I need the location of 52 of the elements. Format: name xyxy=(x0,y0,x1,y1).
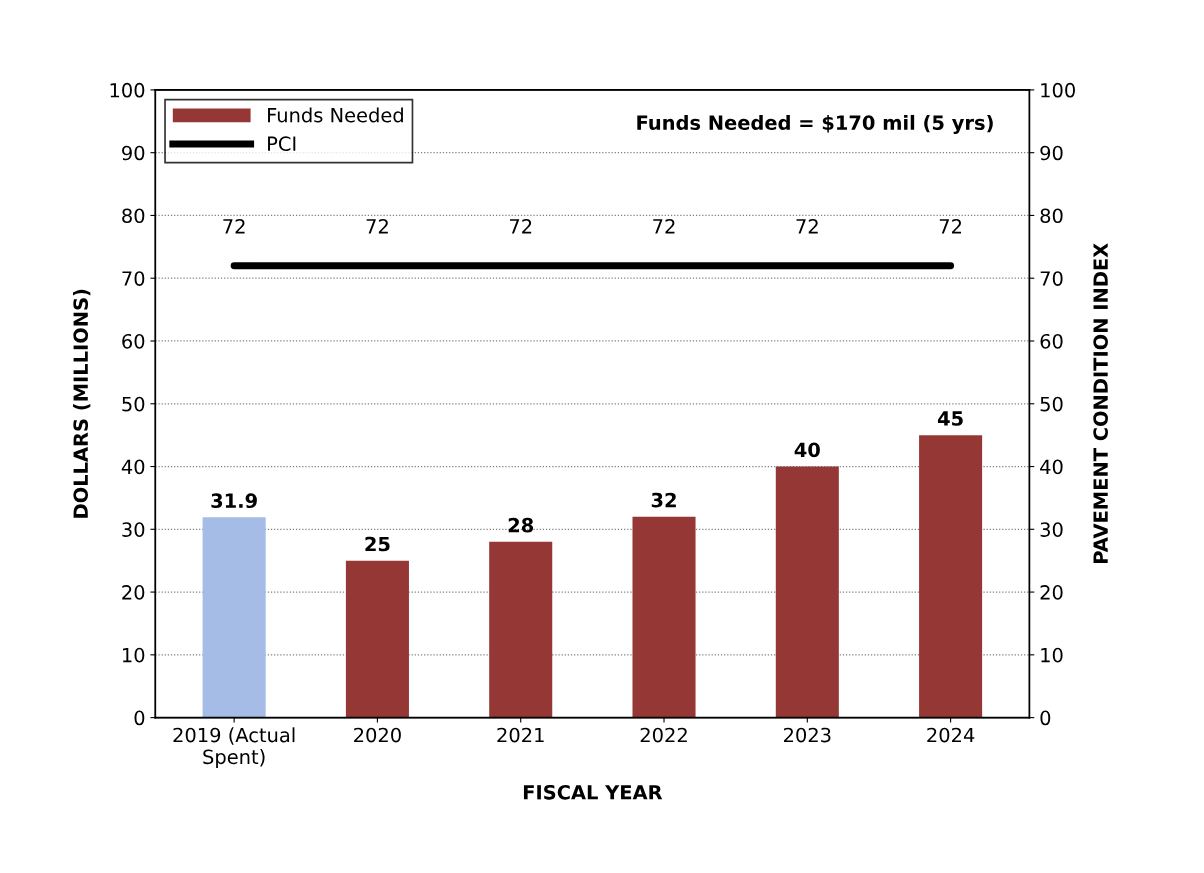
x-axis-title: FISCAL YEAR xyxy=(523,784,663,800)
legend-label: Funds Needed xyxy=(268,107,403,123)
bar xyxy=(919,435,983,718)
data-label: 25 xyxy=(365,536,390,552)
y-axis-title: DOLLARS (MILLIONS) xyxy=(73,289,91,518)
y2-tick-label: 60 xyxy=(1040,333,1063,349)
x-tick-label: 2020 xyxy=(354,727,401,743)
data-label: 72 xyxy=(366,218,388,234)
y2-tick-label: 90 xyxy=(1040,145,1063,161)
y2-tick-label: 0 xyxy=(1040,710,1051,726)
y2-tick-label: 50 xyxy=(1040,396,1063,412)
data-label: 32 xyxy=(651,492,676,508)
y-tick-label: 20 xyxy=(122,585,145,600)
data-label: 72 xyxy=(509,218,532,234)
data-label: 72 xyxy=(939,218,962,234)
bar xyxy=(489,541,553,718)
x-tick-label: 2022 xyxy=(640,727,687,743)
x-tick-label: 2021 xyxy=(497,727,544,743)
y2-tick-label: 80 xyxy=(1040,208,1063,224)
bar xyxy=(202,517,266,718)
y-tick-label: 30 xyxy=(122,522,145,537)
x-tick-label: 2024 xyxy=(927,727,975,743)
y-tick-label: 80 xyxy=(122,208,145,224)
y-tick-label: 70 xyxy=(122,271,145,286)
y2-tick-label: 100 xyxy=(1041,82,1075,98)
y2-axis-title: PAVEMENT CONDITION INDEX xyxy=(1093,243,1108,563)
y-tick-label: 50 xyxy=(122,396,145,412)
y-tick-label: 60 xyxy=(122,333,145,349)
x-tick-label: 2023 xyxy=(783,727,831,743)
y2-tick-label: 70 xyxy=(1040,271,1063,286)
bar xyxy=(775,466,839,718)
y-tick-label: 100 xyxy=(110,82,145,98)
bar xyxy=(632,516,696,718)
y2-tick-label: 20 xyxy=(1040,585,1063,600)
data-label: 45 xyxy=(937,411,963,426)
y-tick-label: 90 xyxy=(122,145,145,161)
data-label: 31.9 xyxy=(211,493,257,509)
y-tick-label: 10 xyxy=(122,647,145,663)
y2-tick-label: 10 xyxy=(1041,647,1063,663)
data-label: 72 xyxy=(223,218,245,234)
bar xyxy=(345,560,409,718)
data-label: 72 xyxy=(796,218,818,234)
annotation: Funds Needed = $170 mil (5 yrs) xyxy=(637,114,993,134)
data-label: 72 xyxy=(653,218,675,234)
x-tick-label: 2019 (Actual Spent) xyxy=(173,727,295,768)
y2-tick-label: 30 xyxy=(1040,522,1063,537)
y2-tick-label: 40 xyxy=(1040,459,1063,475)
data-label: 28 xyxy=(508,517,534,533)
y-tick-label: 0 xyxy=(134,710,145,726)
data-label: 40 xyxy=(794,442,820,458)
y-tick-label: 40 xyxy=(121,459,145,475)
legend-label: PCI xyxy=(268,136,296,152)
